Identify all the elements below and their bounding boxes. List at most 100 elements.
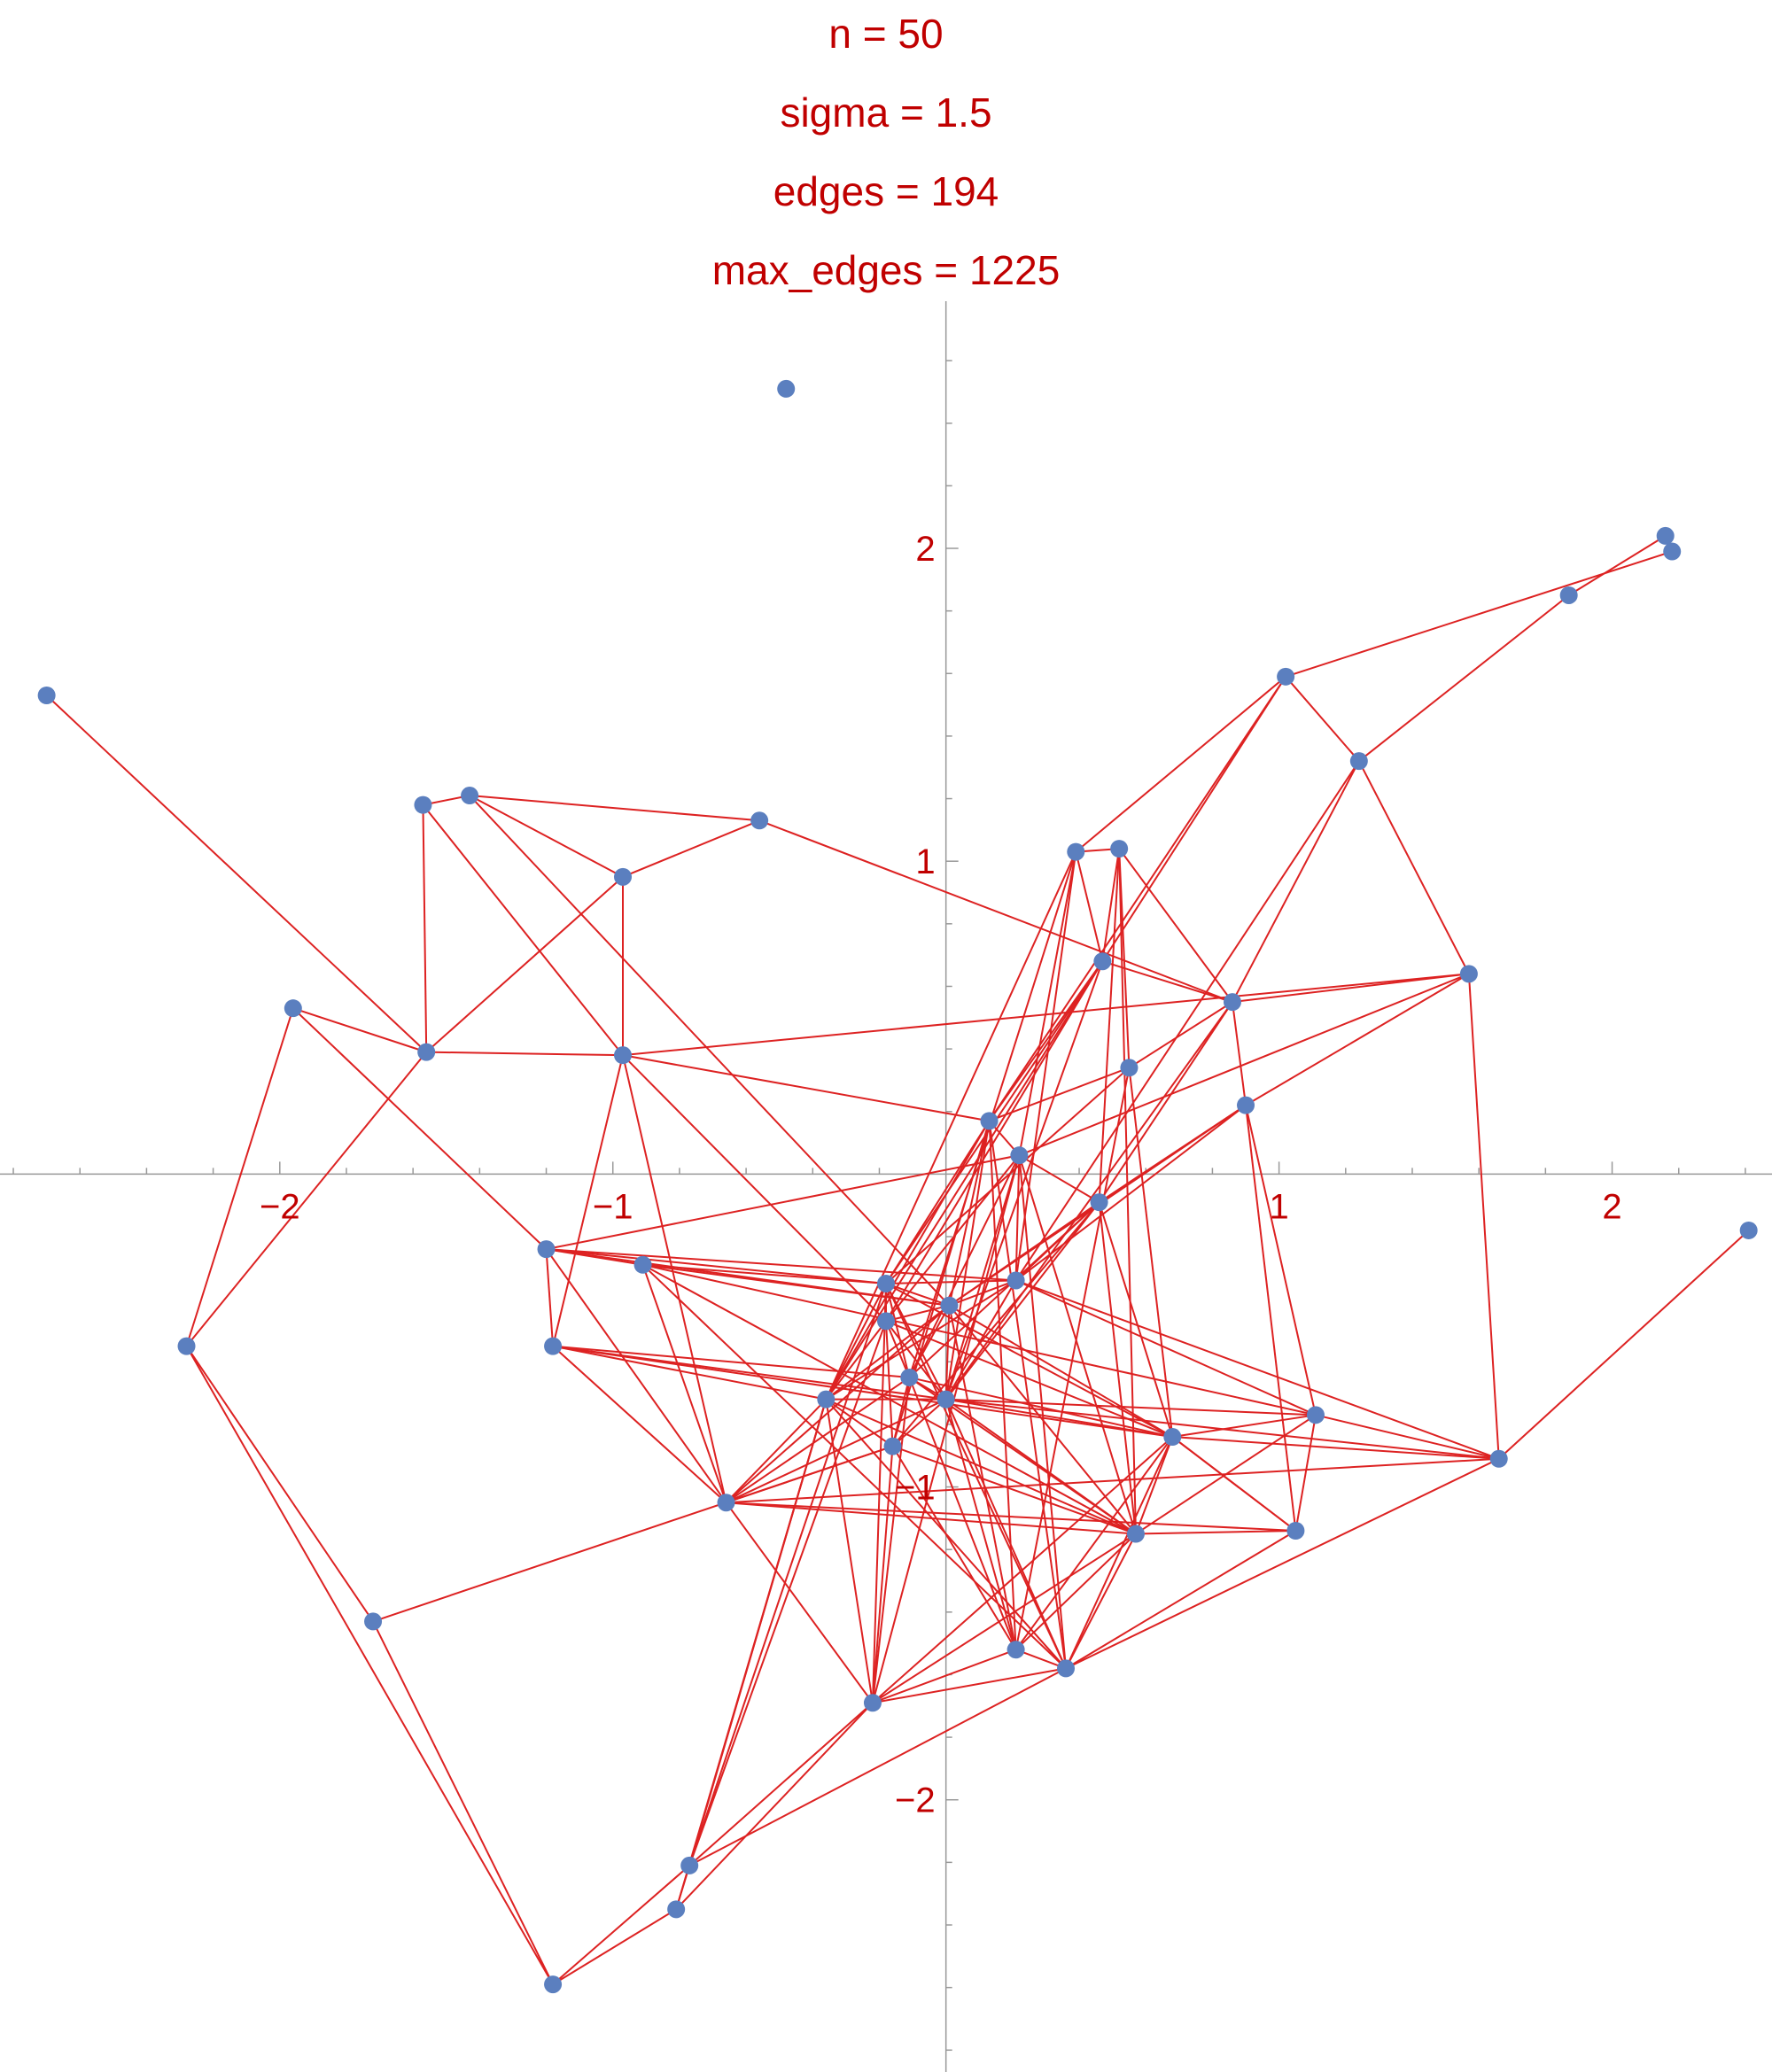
graph-edge bbox=[825, 1283, 887, 1401]
graph-edge bbox=[725, 1377, 910, 1504]
graph-edge bbox=[422, 804, 428, 1052]
graph-edge bbox=[908, 1201, 1100, 1378]
graph-node bbox=[1559, 586, 1578, 604]
graph-edge bbox=[885, 1120, 991, 1284]
graph-node bbox=[461, 787, 479, 805]
x-tick-label: −1 bbox=[593, 1187, 633, 1226]
graph-node bbox=[1237, 1096, 1255, 1114]
graph-edge bbox=[825, 1279, 1017, 1401]
graph-edge bbox=[1075, 676, 1286, 853]
graph-node bbox=[284, 999, 302, 1018]
axes bbox=[0, 301, 1772, 2072]
y-tick-label: −2 bbox=[895, 1781, 936, 1820]
graph-edge bbox=[1172, 1436, 1499, 1460]
graph-edge bbox=[688, 1667, 1067, 1866]
graph-edge bbox=[622, 1054, 727, 1503]
graph-edge bbox=[469, 795, 760, 822]
graph-edge bbox=[944, 1001, 1233, 1401]
graph-edge bbox=[552, 1345, 1173, 1439]
graph-node bbox=[544, 1337, 563, 1355]
graph-edge bbox=[372, 1620, 554, 1985]
graph-edge bbox=[1098, 1001, 1233, 1203]
graph-edge bbox=[885, 1279, 1016, 1284]
graph-edge bbox=[1101, 848, 1121, 962]
x-tick-label: 2 bbox=[1602, 1187, 1621, 1226]
graph-edge bbox=[675, 1702, 874, 1911]
graph-node bbox=[1006, 1641, 1025, 1659]
graph-edge bbox=[945, 1398, 1173, 1439]
graph-edge bbox=[185, 1007, 294, 1346]
graph-node bbox=[680, 1856, 699, 1874]
graph-node bbox=[877, 1274, 895, 1292]
graph-edge bbox=[944, 1305, 951, 1400]
graph-edge bbox=[885, 1283, 911, 1378]
graph-edge bbox=[622, 819, 760, 878]
graph-edge bbox=[426, 1051, 624, 1057]
graph-edge bbox=[422, 803, 624, 1056]
graph-edge bbox=[726, 1457, 1499, 1504]
graph-node bbox=[414, 795, 432, 814]
graph-edge bbox=[726, 1502, 1296, 1532]
graph-edge bbox=[688, 1702, 874, 1866]
graph-edge bbox=[1128, 1067, 1174, 1438]
graph-node bbox=[364, 1612, 383, 1631]
graph-edge bbox=[1018, 851, 1077, 1156]
graph-edge bbox=[1019, 973, 1470, 1157]
graph-node bbox=[614, 1046, 633, 1065]
graph-edge bbox=[944, 960, 1104, 1400]
graph-edge bbox=[885, 1154, 1021, 1322]
graph-edge bbox=[908, 1154, 1021, 1378]
graph-node bbox=[1093, 952, 1112, 971]
graph-edge bbox=[1285, 550, 1673, 678]
graph-edge bbox=[1014, 1436, 1174, 1650]
graph-edge bbox=[688, 1283, 887, 1866]
graph-edge bbox=[885, 1067, 1131, 1284]
graph-edge bbox=[988, 1121, 1017, 1650]
graph-edge bbox=[891, 1398, 947, 1447]
graph-edge bbox=[1128, 1001, 1233, 1069]
graph-edge bbox=[1172, 1414, 1317, 1439]
graph-edge bbox=[988, 960, 1104, 1121]
graph-node bbox=[1057, 1659, 1076, 1678]
graph-edge bbox=[1102, 960, 1233, 1004]
graph-node bbox=[544, 1975, 563, 1994]
x-tick-label: 1 bbox=[1269, 1187, 1288, 1226]
graph-node bbox=[177, 1337, 196, 1355]
graph-edge bbox=[891, 1201, 1100, 1447]
graph-edge bbox=[948, 1201, 1100, 1307]
graph-edge bbox=[1065, 1530, 1296, 1670]
graph-edge bbox=[1014, 760, 1360, 1282]
graph-edge bbox=[1015, 1279, 1317, 1416]
graph-edge bbox=[552, 1865, 690, 1985]
graph-edge bbox=[945, 1398, 1317, 1416]
graph-edge bbox=[1014, 851, 1077, 1281]
graph-edge bbox=[622, 1054, 887, 1323]
graph-edge bbox=[908, 1305, 951, 1378]
graph-edge bbox=[1294, 1415, 1317, 1532]
graph-node bbox=[863, 1694, 882, 1712]
graph-edge bbox=[944, 1399, 1017, 1650]
graph-edge bbox=[469, 795, 624, 878]
graph-node bbox=[817, 1390, 835, 1408]
graph-edge bbox=[885, 1320, 947, 1401]
graph-edge bbox=[1014, 1533, 1137, 1650]
graph-edge bbox=[825, 851, 1077, 1401]
graph-node bbox=[1739, 1221, 1758, 1239]
graph-edge bbox=[642, 1263, 1317, 1416]
graph-edge bbox=[552, 1054, 624, 1346]
graph-edge bbox=[944, 1201, 1100, 1401]
graph-edge bbox=[948, 1305, 1017, 1650]
graph-edge bbox=[642, 1263, 950, 1307]
graph-node bbox=[1656, 526, 1675, 545]
graph-edge bbox=[949, 1279, 1016, 1307]
graph-edge bbox=[871, 1377, 911, 1703]
graph-edge bbox=[641, 1264, 727, 1503]
graph-edge bbox=[622, 1054, 990, 1122]
graph-edge bbox=[1232, 760, 1360, 1003]
title-line-n: n = 50 bbox=[828, 11, 944, 57]
graph-node bbox=[667, 1900, 686, 1919]
y-tick-label: 1 bbox=[915, 842, 935, 881]
graph-node bbox=[633, 1255, 652, 1274]
graph-node bbox=[537, 1240, 556, 1259]
graph-edge bbox=[871, 1154, 1021, 1703]
